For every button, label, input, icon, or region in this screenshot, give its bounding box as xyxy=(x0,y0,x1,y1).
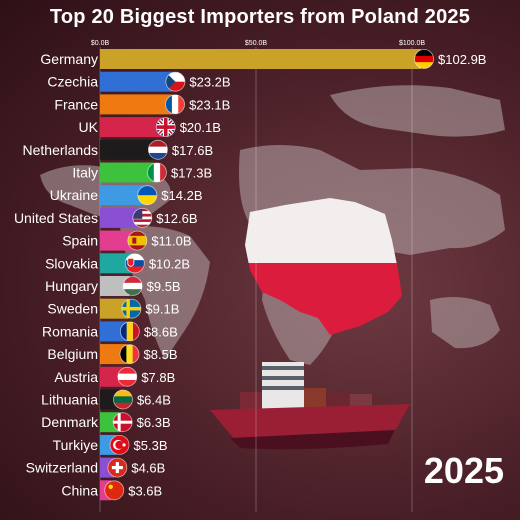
value-label: $5.3B xyxy=(134,438,168,453)
flag-united-states-icon xyxy=(132,207,153,228)
category-label: Ukraine xyxy=(50,187,98,203)
category-label: Slovakia xyxy=(45,255,98,271)
category-label: Sweden xyxy=(47,301,98,317)
bar xyxy=(100,321,127,342)
poland-map-icon xyxy=(245,198,402,335)
x-tick-label: $50.0B xyxy=(245,40,268,47)
category-label: Austria xyxy=(54,369,98,385)
category-label: Romania xyxy=(42,323,98,339)
category-label: United States xyxy=(14,210,98,226)
flag-uk-icon xyxy=(155,117,176,137)
bar xyxy=(100,207,140,228)
bar xyxy=(100,162,154,183)
flag-lithuania-icon xyxy=(113,389,133,410)
category-label: France xyxy=(54,96,98,112)
category-label: Hungary xyxy=(45,278,98,294)
bar xyxy=(100,139,155,160)
bar xyxy=(100,117,163,138)
bar xyxy=(100,71,173,92)
category-label: China xyxy=(61,482,98,498)
flag-austria-icon xyxy=(117,366,138,387)
value-label: $9.1B xyxy=(145,302,179,317)
flag-france-icon xyxy=(165,94,185,115)
value-label: $14.2B xyxy=(161,188,202,203)
category-label: UK xyxy=(79,119,99,135)
bar xyxy=(100,49,422,69)
value-label: $9.5B xyxy=(147,279,181,294)
flag-switzerland-icon xyxy=(107,457,128,478)
flag-germany-icon xyxy=(414,49,434,69)
flag-belgium-icon xyxy=(119,344,140,365)
flag-china-icon xyxy=(104,480,125,501)
value-label: $102.9B xyxy=(438,52,486,67)
category-label: Turkiye xyxy=(53,437,99,453)
bar xyxy=(100,185,145,206)
category-label: Italy xyxy=(72,165,98,181)
value-label: $11.0B xyxy=(151,234,191,249)
chart-title: Top 20 Biggest Importers from Poland 202… xyxy=(49,6,471,28)
category-label: Belgium xyxy=(47,346,98,362)
cargo-ship-icon xyxy=(210,362,410,450)
x-tick-label: $0.0B xyxy=(91,40,110,47)
bar xyxy=(100,230,135,251)
bar xyxy=(100,253,132,274)
flag-slovakia-icon xyxy=(124,253,145,274)
flag-ukraine-icon xyxy=(137,185,158,206)
value-label: $17.3B xyxy=(171,166,212,181)
category-label: Lithuania xyxy=(41,392,98,408)
year-label: 2025 xyxy=(423,450,504,491)
bar xyxy=(100,298,129,319)
category-label: Czechia xyxy=(47,74,98,90)
value-label: $8.5B xyxy=(144,347,178,362)
flag-spain-icon xyxy=(127,230,148,251)
category-label: Germany xyxy=(40,51,98,67)
flag-turkiye-icon xyxy=(109,434,130,455)
flag-sweden-icon xyxy=(121,298,142,319)
category-label: Switzerland xyxy=(26,460,98,476)
category-label: Denmark xyxy=(41,414,99,430)
flag-denmark-icon xyxy=(112,412,133,433)
value-label: $4.6B xyxy=(131,461,165,476)
flag-hungary-icon xyxy=(122,276,143,296)
value-label: $20.1B xyxy=(180,120,221,135)
flag-romania-icon xyxy=(119,321,140,342)
value-label: $6.4B xyxy=(137,393,171,408)
value-label: $6.3B xyxy=(137,415,171,430)
bar xyxy=(100,344,127,365)
flag-italy-icon xyxy=(147,162,167,183)
bar xyxy=(100,366,125,387)
value-label: $17.6B xyxy=(172,143,213,158)
category-label: Netherlands xyxy=(23,142,99,158)
value-label: $12.6B xyxy=(156,211,197,226)
value-label: $10.2B xyxy=(149,256,190,271)
bar xyxy=(100,94,173,115)
flag-netherlands-icon xyxy=(148,139,168,160)
x-axis-ticks: $0.0B $50.0B $100.0B xyxy=(91,40,426,47)
bar xyxy=(100,276,130,296)
value-label: $23.1B xyxy=(189,97,230,112)
category-label: Spain xyxy=(62,233,98,249)
value-label: $23.2B xyxy=(189,75,230,90)
value-label: $7.8B xyxy=(141,370,175,385)
value-label: $8.6B xyxy=(144,324,178,339)
x-tick-label: $100.0B xyxy=(399,40,425,47)
value-label: $3.6B xyxy=(128,483,162,498)
flag-czechia-icon xyxy=(165,71,186,92)
